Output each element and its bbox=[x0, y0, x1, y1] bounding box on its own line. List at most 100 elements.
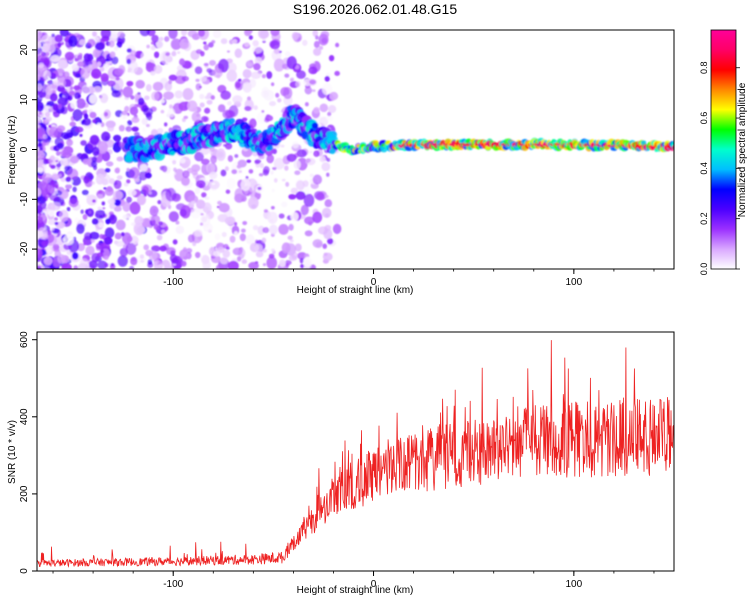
heatmap-cell bbox=[295, 180, 305, 191]
heatmap-cell bbox=[91, 238, 95, 243]
heatmap-cell bbox=[258, 173, 264, 177]
heatmap-cell bbox=[65, 176, 72, 183]
heatmap-cell bbox=[251, 45, 263, 54]
heatmap-cell bbox=[140, 51, 152, 63]
heatmap-cell bbox=[46, 247, 52, 254]
heatmap-cell bbox=[64, 166, 71, 171]
heatmap-cell bbox=[95, 227, 99, 232]
heatmap-cell bbox=[290, 187, 298, 194]
heatmap-cell bbox=[139, 30, 151, 37]
heatmap-cell bbox=[234, 48, 243, 58]
heatmap-cell bbox=[57, 42, 62, 48]
heatmap-cell bbox=[115, 240, 125, 247]
colorbar-frame bbox=[710, 29, 737, 270]
heatmap-cell bbox=[199, 93, 205, 100]
heatmap-cell bbox=[37, 91, 46, 98]
heatmap-cell bbox=[289, 239, 294, 243]
heatmap-cell bbox=[72, 186, 77, 193]
heatmap-cell bbox=[179, 249, 189, 260]
heatmap-cell bbox=[174, 168, 185, 182]
heatmap-cell bbox=[291, 31, 300, 40]
heatmap-cell bbox=[248, 35, 253, 40]
heatmap-cell bbox=[334, 70, 340, 76]
heatmap-cell bbox=[269, 101, 277, 107]
heatmap-cell bbox=[151, 245, 161, 252]
heatmap-cell bbox=[65, 184, 73, 190]
heatmap-cell bbox=[42, 208, 52, 215]
heatmap-cell bbox=[119, 141, 125, 148]
heatmap-cell bbox=[40, 52, 47, 59]
heatmap-cell bbox=[143, 193, 147, 197]
heatmap-cell bbox=[38, 147, 44, 152]
heatmap-cell bbox=[278, 213, 285, 219]
heatmap-cell bbox=[271, 148, 277, 155]
heatmap-cell bbox=[113, 134, 122, 142]
heatmap-cell bbox=[105, 58, 110, 62]
heatmap-cell bbox=[232, 247, 243, 256]
heatmap-cell bbox=[304, 102, 309, 107]
heatmap-cell bbox=[259, 162, 264, 169]
heatmap-cell bbox=[146, 44, 150, 49]
heatmap-cell bbox=[240, 178, 251, 192]
heatmap-cell bbox=[49, 126, 59, 138]
heatmap-cell bbox=[45, 111, 51, 117]
heatmap-cell bbox=[51, 173, 60, 181]
heatmap-cell bbox=[59, 93, 63, 98]
heatmap-cell bbox=[126, 80, 134, 87]
heatmap-cell bbox=[315, 35, 319, 40]
heatmap-cell bbox=[37, 216, 43, 224]
heatmap-cell bbox=[95, 209, 106, 220]
heatmap-cell bbox=[112, 77, 124, 91]
heatmap-cell bbox=[174, 90, 183, 99]
heatmap-cell bbox=[172, 239, 178, 245]
heatmap-cell bbox=[254, 191, 262, 200]
heatmap-cell bbox=[145, 62, 157, 73]
heatmap-cell bbox=[278, 112, 284, 116]
heatmap-cell bbox=[315, 192, 325, 201]
heatmap-cell bbox=[169, 104, 173, 109]
heatmap-cell bbox=[43, 158, 49, 165]
heatmap-cell bbox=[283, 87, 293, 100]
heatmap-cell bbox=[152, 81, 164, 92]
heatmap-cell bbox=[171, 51, 177, 57]
heatmap-cell bbox=[53, 217, 58, 221]
heatmap-cell bbox=[326, 172, 330, 177]
heatmap-cell bbox=[291, 251, 298, 260]
heatmap-cell bbox=[105, 120, 116, 129]
heatmap-cell bbox=[195, 180, 206, 189]
heatmap-cell bbox=[68, 35, 78, 48]
heatmap-cell bbox=[43, 256, 53, 266]
heatmap-cell bbox=[57, 103, 63, 109]
heatmap-cell bbox=[104, 255, 109, 261]
heatmap-cell bbox=[296, 149, 307, 158]
heatmap-cell bbox=[304, 86, 313, 95]
heatmap-cell bbox=[244, 124, 251, 130]
heatmap-cell bbox=[220, 90, 231, 100]
heatmap-cell bbox=[37, 101, 45, 112]
heatmap-cell bbox=[42, 117, 46, 120]
heatmap-cell bbox=[157, 199, 162, 205]
heatmap-cell bbox=[55, 159, 59, 163]
heatmap-cell bbox=[244, 42, 250, 47]
heatmap-cell bbox=[88, 260, 98, 269]
heatmap-cell bbox=[107, 263, 111, 266]
heatmap-cell bbox=[248, 169, 254, 174]
heatmap-cell bbox=[226, 177, 236, 189]
heatmap-cell bbox=[232, 95, 243, 104]
heatmap-cell bbox=[101, 131, 111, 142]
heatmap-cell bbox=[112, 190, 123, 201]
heatmap-cell bbox=[212, 250, 221, 257]
heatmap-cell bbox=[208, 171, 218, 180]
heatmap-cell bbox=[52, 103, 59, 111]
heatmap-cell bbox=[309, 79, 316, 85]
heatmap-cell bbox=[49, 93, 58, 102]
colorbar-tick-label: 0.2 bbox=[699, 212, 709, 225]
heatmap-cell bbox=[83, 53, 91, 63]
heatmap-cell bbox=[91, 119, 97, 124]
heatmap-cell bbox=[201, 192, 207, 198]
heatmap-cell bbox=[199, 76, 208, 82]
heatmap-cell bbox=[48, 124, 52, 128]
heatmap-cell bbox=[51, 227, 55, 231]
heatmap-cell bbox=[295, 191, 306, 200]
heatmap-cell bbox=[43, 70, 52, 81]
